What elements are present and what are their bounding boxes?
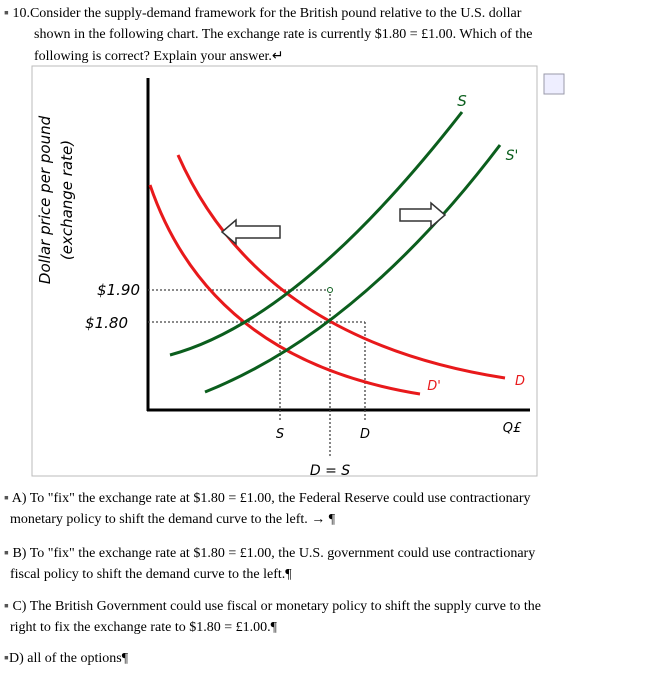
image-frame [31, 65, 538, 477]
option-line: monetary policy to shift the demand curv… [10, 512, 336, 527]
curve-label: D [515, 374, 525, 389]
option-text: C) The British Government could use fisc… [12, 599, 541, 614]
question-line: ▪ 10.Consider the supply-demand framewor… [4, 6, 521, 22]
shift-left-arrow [220, 218, 281, 246]
option-line: ▪ B) To "fix" the exchange rate at $1.80… [4, 546, 535, 562]
option-line: ▪ A) To "fix" the exchange rate at $1.80… [4, 491, 531, 507]
bottom-label: S [276, 427, 284, 442]
curve-label: S [457, 92, 467, 110]
bottom-label: D [360, 427, 370, 442]
layout-icon [543, 73, 565, 95]
price-label: $1.90 [97, 281, 140, 299]
y-axis-label: Dollar price per pound [36, 115, 54, 284]
price-label: $1.80 [85, 314, 128, 332]
equilibrium-point [327, 287, 333, 293]
option-text: D) all of the options¶ [8, 651, 129, 666]
bullet: ▪ [4, 546, 9, 561]
curve-label: D' [427, 379, 441, 394]
option-text: B) To "fix" the exchange rate at $1.80 =… [12, 546, 536, 561]
option-line: right to fix the exchange rate to $1.80 … [10, 620, 277, 635]
curve-label: S' [506, 148, 519, 164]
x-axis-label: Q£ [503, 421, 522, 436]
shift-right-arrow [399, 201, 447, 229]
bullet: ▪ [4, 491, 9, 506]
option-line: ▪ C) The British Government could use fi… [4, 599, 541, 615]
option-text: A) To "fix" the exchange rate at $1.80 =… [11, 491, 531, 506]
option-line: ▪D) all of the options¶ [4, 651, 128, 667]
question-line: following is correct? Explain your answe… [34, 49, 284, 64]
question-text: Consider the supply-demand framework for… [29, 6, 522, 21]
equality-label: D = S [310, 463, 350, 479]
y-axis-label: (exchange rate) [58, 140, 76, 260]
bullet: ▪ [4, 651, 9, 666]
supply-curve-shifted [204, 144, 502, 394]
bullet: ▪ [4, 6, 9, 21]
supply-curve [169, 111, 464, 357]
question-line: shown in the following chart. The exchan… [34, 27, 533, 42]
demand-curve-shifted [148, 184, 421, 396]
question-number: 10. [12, 6, 30, 21]
demand-curve [176, 154, 506, 380]
bullet: ▪ [4, 599, 9, 614]
option-line: fiscal policy to shift the demand curve … [10, 567, 292, 582]
